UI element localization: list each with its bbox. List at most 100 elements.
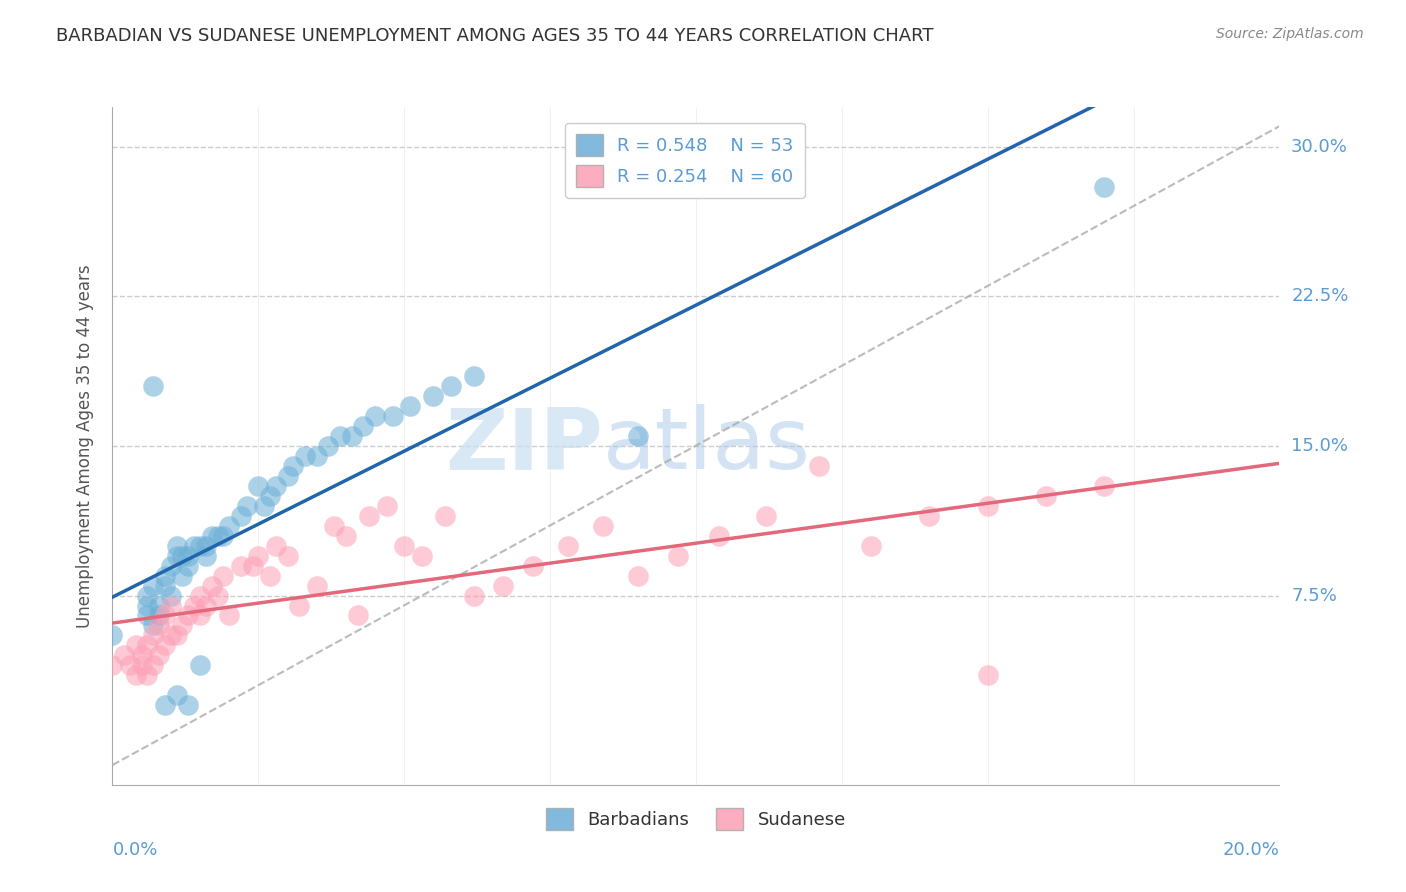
Point xyxy=(125,639,148,653)
Point xyxy=(1094,479,1116,493)
Text: 15.0%: 15.0% xyxy=(1291,437,1348,455)
Point xyxy=(381,409,404,423)
Point xyxy=(335,529,357,543)
Point xyxy=(323,518,346,533)
Text: Source: ZipAtlas.com: Source: ZipAtlas.com xyxy=(1216,27,1364,41)
Point xyxy=(131,648,153,663)
Point xyxy=(142,578,165,592)
Point xyxy=(305,578,328,592)
Point xyxy=(136,599,159,613)
Point xyxy=(264,539,287,553)
Point xyxy=(183,539,205,553)
Point xyxy=(166,549,188,563)
Point xyxy=(218,518,240,533)
Point xyxy=(1094,179,1116,194)
Point xyxy=(463,589,485,603)
Point xyxy=(118,658,141,673)
Point xyxy=(807,458,830,473)
Point xyxy=(177,608,200,623)
Point xyxy=(709,529,731,543)
Point xyxy=(194,539,217,553)
Point xyxy=(166,688,188,702)
Point xyxy=(188,658,211,673)
Point xyxy=(188,539,211,553)
Point xyxy=(394,539,416,553)
Point xyxy=(153,568,176,582)
Point xyxy=(148,608,170,623)
Point xyxy=(976,499,998,513)
Point xyxy=(172,549,194,563)
Point xyxy=(212,529,235,543)
Point xyxy=(160,628,183,642)
Point xyxy=(340,429,363,443)
Point xyxy=(976,668,998,682)
Point xyxy=(177,549,200,563)
Point xyxy=(166,628,188,642)
Point xyxy=(188,608,211,623)
Point xyxy=(860,539,883,553)
Point xyxy=(136,639,159,653)
Point xyxy=(411,549,433,563)
Point xyxy=(136,668,159,682)
Point xyxy=(359,508,381,523)
Point xyxy=(160,558,183,573)
Point xyxy=(183,599,205,613)
Text: BARBADIAN VS SUDANESE UNEMPLOYMENT AMONG AGES 35 TO 44 YEARS CORRELATION CHART: BARBADIAN VS SUDANESE UNEMPLOYMENT AMONG… xyxy=(56,27,934,45)
Point xyxy=(242,558,264,573)
Point xyxy=(755,508,778,523)
Point xyxy=(160,599,183,613)
Point xyxy=(352,419,374,434)
Point xyxy=(463,369,485,384)
Point xyxy=(668,549,690,563)
Point xyxy=(557,539,579,553)
Text: 20.0%: 20.0% xyxy=(1223,841,1279,859)
Point xyxy=(207,589,229,603)
Point xyxy=(276,469,298,483)
Point xyxy=(229,508,252,523)
Point xyxy=(136,608,159,623)
Point xyxy=(101,658,124,673)
Text: atlas: atlas xyxy=(603,404,811,488)
Point xyxy=(627,568,650,582)
Point xyxy=(172,618,194,632)
Point xyxy=(375,499,398,513)
Point xyxy=(201,529,224,543)
Point xyxy=(177,558,200,573)
Point xyxy=(627,429,650,443)
Point xyxy=(364,409,387,423)
Point xyxy=(131,658,153,673)
Point xyxy=(918,508,941,523)
Point xyxy=(142,379,165,393)
Point xyxy=(153,639,176,653)
Point xyxy=(125,668,148,682)
Text: ZIP: ZIP xyxy=(444,404,603,488)
Point xyxy=(253,499,276,513)
Point xyxy=(1035,489,1057,503)
Point xyxy=(153,698,176,713)
Text: 0.0%: 0.0% xyxy=(112,841,157,859)
Point xyxy=(166,539,188,553)
Point xyxy=(136,589,159,603)
Point xyxy=(294,449,316,463)
Text: 22.5%: 22.5% xyxy=(1291,287,1348,305)
Point xyxy=(346,608,368,623)
Point xyxy=(329,429,352,443)
Point xyxy=(207,529,229,543)
Point xyxy=(148,618,170,632)
Point xyxy=(276,549,298,563)
Point xyxy=(148,648,170,663)
Point xyxy=(194,599,217,613)
Point xyxy=(177,698,200,713)
Point xyxy=(422,389,444,403)
Point xyxy=(247,479,270,493)
Text: 7.5%: 7.5% xyxy=(1291,587,1337,605)
Point xyxy=(153,608,176,623)
Point xyxy=(142,628,165,642)
Legend: Barbadians, Sudanese: Barbadians, Sudanese xyxy=(538,800,853,837)
Point xyxy=(112,648,135,663)
Point xyxy=(218,608,240,623)
Point xyxy=(440,379,463,393)
Point xyxy=(492,578,515,592)
Point xyxy=(434,508,457,523)
Point xyxy=(288,599,311,613)
